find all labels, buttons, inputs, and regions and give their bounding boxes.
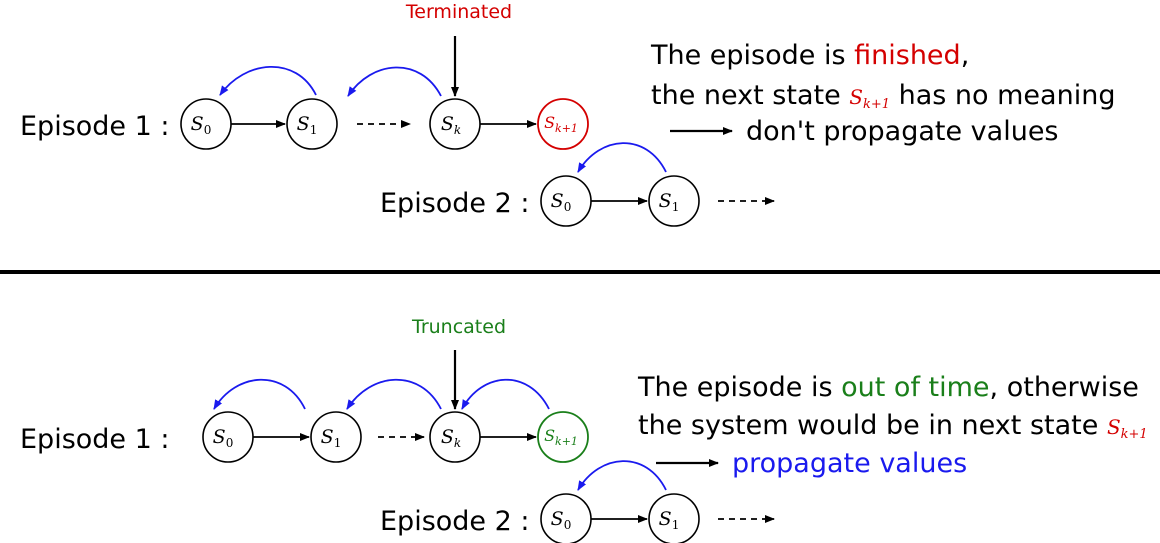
svg-text:S1: S1 (297, 113, 318, 137)
bottom-ep1-node-sk: Sk (429, 411, 481, 463)
bottom-ep1-node-s1: S1 (310, 411, 362, 463)
svg-text:S0: S0 (551, 190, 572, 214)
svg-text:S0: S0 (213, 426, 234, 450)
top-ep1-node-s0: S0 (180, 98, 232, 150)
state-label: S (659, 190, 672, 212)
top-ep2-node-s0: S0 (540, 175, 592, 227)
bottom-ep1-node-sk1: Sk+1 (537, 411, 589, 463)
svg-text:Sk+1: Sk+1 (544, 426, 578, 448)
top-explain-line3: don't propagate values (746, 116, 1059, 147)
top-explain-line2: the next state Sk+1 has no meaning (651, 80, 1115, 112)
svg-text:S1: S1 (659, 508, 680, 532)
bottom-ep1-node-s0: S0 (202, 411, 254, 463)
bottom-explain-line1: The episode is out of time, otherwise (637, 372, 1139, 403)
top-episode1-label: Episode 1 : (20, 111, 169, 142)
state-sub: k (454, 123, 461, 137)
svg-text:Sk+1: Sk+1 (544, 113, 578, 135)
bottom-ep1-backup-arc-1 (213, 378, 306, 410)
svg-text:S1: S1 (659, 190, 680, 214)
bottom-episode1-label: Episode 1 : (20, 424, 169, 455)
state-label: S (213, 426, 226, 448)
top-ep1-node-sk: Sk (429, 98, 481, 150)
state-label: S (551, 190, 564, 212)
bottom-explain-line2: the system would be in next state Sk+1 (638, 410, 1148, 442)
top-panel: Terminated Episode 1 : S0 S1 Sk Sk+1 Epi… (20, 1, 1115, 227)
bottom-episode2-label: Episode 2 : (380, 506, 529, 537)
top-ep1-backup-arc-1 (219, 65, 317, 96)
bottom-explain-line3: propagate values (732, 448, 967, 479)
top-annotation: Terminated (405, 1, 512, 23)
state-sub: 0 (564, 518, 572, 532)
state-label: S (544, 113, 555, 132)
bottom-ep2-backup-arc (577, 460, 667, 491)
bottom-ep2-node-s0: S0 (540, 493, 592, 543)
top-ep1-node-s1: S1 (286, 98, 338, 150)
top-ep2-node-s1: S1 (648, 175, 700, 227)
state-sub: 0 (226, 436, 234, 450)
svg-text:Sk: Sk (441, 426, 461, 450)
svg-text:S0: S0 (551, 508, 572, 532)
top-ep1-backup-arc-2 (347, 66, 442, 97)
state-label: S (321, 426, 334, 448)
bottom-panel: Truncated Episode 1 : S0 S1 Sk Sk+1 Epis… (20, 316, 1148, 543)
svg-text:S0: S0 (191, 113, 212, 137)
bottom-ep1-backup-arc-3 (461, 378, 550, 410)
state-sub: k+1 (555, 435, 578, 448)
bottom-ep2-node-s1: S1 (648, 493, 700, 543)
top-ep1-node-sk1: Sk+1 (537, 98, 589, 150)
state-label: S (297, 113, 310, 135)
state-sub: 0 (204, 123, 212, 137)
state-label: S (544, 426, 555, 445)
top-episode2-label: Episode 2 : (380, 188, 529, 219)
state-sub: 1 (672, 518, 680, 532)
top-explain-line1: The episode is finished, (650, 40, 969, 71)
svg-text:S1: S1 (321, 426, 342, 450)
svg-text:Sk: Sk (441, 113, 461, 137)
top-ep2-backup-arc (577, 142, 667, 173)
state-sub: k (454, 436, 461, 450)
state-label: S (659, 508, 672, 530)
state-sub: 1 (672, 200, 680, 214)
state-sub: k+1 (555, 122, 578, 135)
state-label: S (441, 113, 454, 135)
state-label: S (441, 426, 454, 448)
bottom-annotation: Truncated (411, 316, 506, 338)
state-sub: 0 (564, 200, 572, 214)
state-label: S (551, 508, 564, 530)
state-sub: 1 (334, 436, 342, 450)
state-sub: 1 (310, 123, 318, 137)
bottom-ep1-backup-arc-2 (346, 378, 442, 410)
state-label: S (191, 113, 204, 135)
